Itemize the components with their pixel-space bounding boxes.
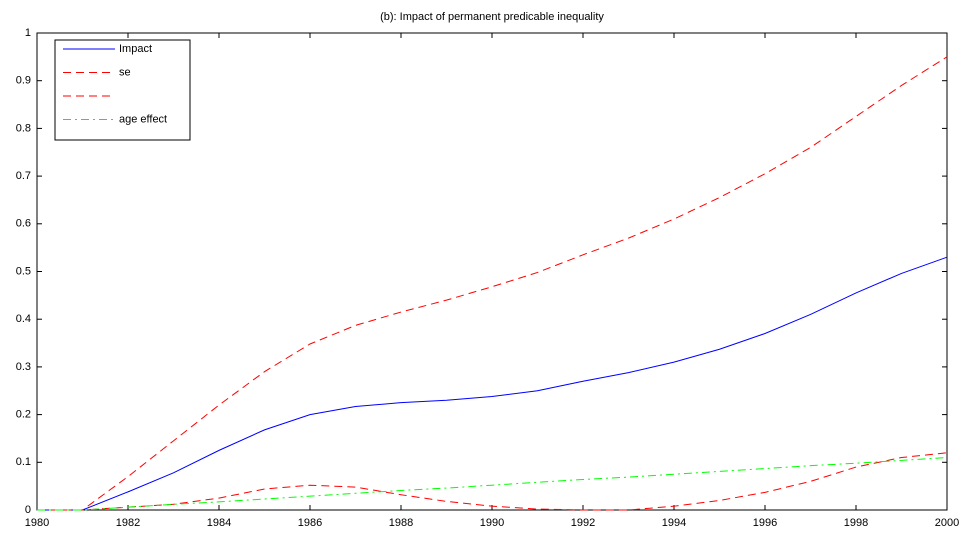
y-tick-label: 0	[25, 504, 31, 516]
legend-box	[54, 39, 191, 141]
y-tick-label: 0.9	[16, 75, 31, 87]
x-tick-label: 1992	[571, 517, 595, 529]
series-line	[37, 452, 948, 511]
y-tick-label: 0.7	[16, 170, 31, 182]
x-tick-label: 1984	[207, 517, 231, 529]
legend-label: se	[119, 66, 131, 78]
x-tick-label: 1998	[844, 517, 868, 529]
y-tick-label: 0.5	[16, 265, 31, 277]
series-line	[37, 56, 948, 511]
y-tick-label: 0.6	[16, 218, 31, 230]
x-tick-label: 1990	[480, 517, 504, 529]
x-tick-label: 1988	[389, 517, 413, 529]
series-line	[37, 457, 948, 511]
y-tick-label: 0.2	[16, 409, 31, 421]
x-tick-label: 1982	[116, 517, 140, 529]
x-tick-label: 1994	[662, 517, 686, 529]
legend: Impact se age effect	[54, 39, 191, 141]
chart-title: (b): Impact of permanent predicable ineq…	[380, 11, 604, 23]
y-tick-label: 0.3	[16, 361, 31, 373]
y-tick-label: 1	[25, 27, 31, 39]
x-tick-label: 2000	[935, 517, 959, 529]
x-tick-label: 1980	[25, 517, 49, 529]
series-line	[37, 256, 948, 511]
legend-label: Impact	[119, 43, 152, 55]
y-tick-label: 0.8	[16, 122, 31, 134]
x-tick-label: 1996	[753, 517, 777, 529]
y-tick-label: 0.4	[16, 313, 31, 325]
legend-label: age effect	[119, 113, 167, 125]
x-tick-label: 1986	[298, 517, 322, 529]
y-tick-label: 0.1	[16, 456, 31, 468]
